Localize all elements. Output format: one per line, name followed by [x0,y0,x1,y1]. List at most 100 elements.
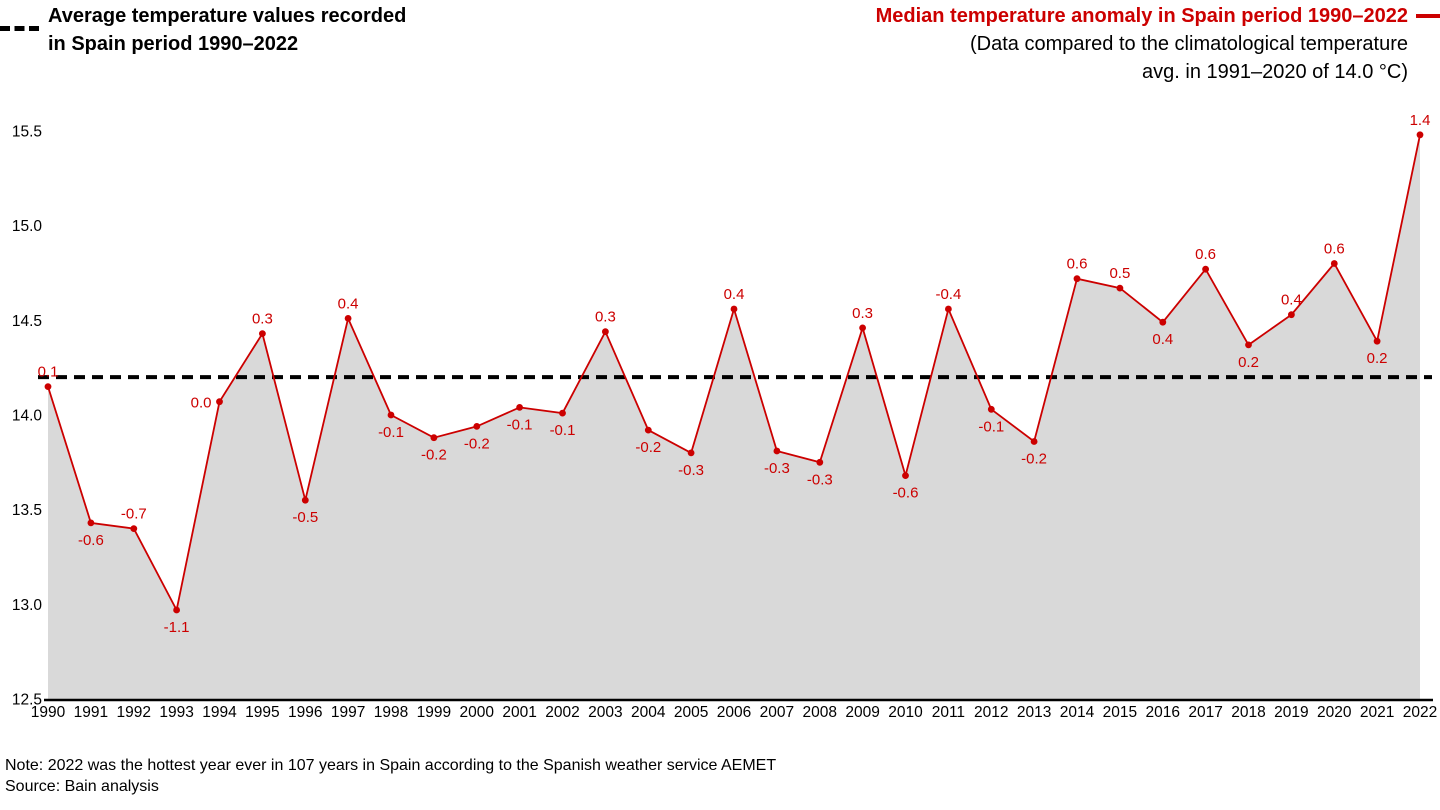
data-point [859,324,866,332]
point-anomaly-label: 0.2 [1367,350,1388,367]
data-point [1073,275,1081,283]
data-point [430,434,438,442]
point-anomaly-label: -0.6 [78,532,104,549]
data-point [559,409,566,417]
x-tick-label: 1991 [74,704,108,721]
data-point [173,606,181,614]
x-tick-label: 2014 [1060,704,1095,721]
x-tick-label: 2022 [1403,704,1437,721]
point-anomaly-label: 0.4 [338,295,359,312]
x-tick-label: 2007 [760,704,794,721]
data-point [1202,265,1209,273]
x-tick-label: 2009 [845,704,879,721]
x-tick-label: 2002 [545,704,579,721]
point-anomaly-label: -0.5 [292,509,318,526]
x-tick-label: 2006 [717,704,751,721]
x-tick-label: 2019 [1274,704,1308,721]
data-point [301,496,309,504]
x-tick-label: 2011 [932,704,965,721]
data-point [1416,131,1424,139]
data-point [602,328,609,336]
y-tick-label: 15.5 [12,124,42,141]
x-tick-label: 1993 [159,704,193,721]
note-text: Note: 2022 was the hottest year ever in … [5,757,777,774]
point-anomaly-label: 0.4 [724,286,745,303]
point-anomaly-label: -1.1 [164,619,190,636]
data-point [1116,284,1124,292]
point-anomaly-label: 0.1 [38,364,59,381]
point-anomaly-label: -0.2 [635,439,661,456]
data-point [1245,341,1252,349]
point-anomaly-label: -0.4 [935,286,961,303]
point-anomaly-label: -0.2 [1021,451,1047,468]
x-tick-label: 2016 [1146,704,1180,721]
x-tick-label: 1997 [331,704,365,721]
x-tick-label: 2021 [1360,704,1394,721]
data-point [87,519,95,527]
right-subtitle-line2: avg. in 1991–2020 of 14.0 °C) [1142,61,1408,83]
x-tick-label: 2015 [1103,704,1137,721]
series-area [48,134,1420,700]
x-tick-label: 2008 [803,704,837,721]
x-tick-label: 2020 [1317,704,1352,721]
point-anomaly-label: 0.3 [852,305,873,322]
point-anomaly-label: 0.3 [252,311,273,328]
point-anomaly-label: 0.6 [1195,246,1216,263]
point-anomaly-label: -0.3 [678,462,704,479]
chart-footnotes: Note: 2022 was the hottest year ever in … [5,755,776,797]
data-point [816,458,824,466]
point-anomaly-label: -0.1 [978,418,1004,435]
point-anomaly-label: -0.2 [464,435,490,452]
data-point [987,405,995,413]
data-point [945,305,952,313]
data-point [387,411,395,419]
x-tick-label: 2001 [502,704,536,721]
point-anomaly-label: 0.6 [1324,241,1345,258]
point-anomaly-label: 0.5 [1109,265,1130,282]
point-anomaly-label: 0.0 [191,395,212,412]
data-point [1159,318,1167,326]
data-point [1030,438,1038,445]
point-anomaly-label: -0.6 [893,485,919,502]
data-point [344,315,352,322]
red-line-legend-marker [1416,14,1440,18]
data-point [644,426,652,434]
data-point [44,383,52,390]
data-point [1288,311,1295,319]
point-anomaly-label: -0.2 [421,447,447,464]
y-tick-label: 12.5 [12,692,42,709]
x-tick-label: 2000 [460,704,495,721]
data-point [259,330,266,337]
point-anomaly-label: 1.4 [1410,112,1431,129]
y-tick-label: 14.5 [12,313,42,330]
right-title: Median temperature anomaly in Spain peri… [875,5,1408,27]
x-tick-label: 2005 [674,704,708,721]
data-point [902,472,909,479]
point-anomaly-label: -0.3 [764,460,790,477]
data-point [216,398,223,406]
source-text: Source: Bain analysis [5,778,159,795]
data-point [687,449,695,457]
x-tick-label: 2012 [974,704,1008,721]
x-tick-label: 2010 [888,704,923,721]
x-tick-label: 2018 [1231,704,1265,721]
data-point [730,305,738,313]
point-anomaly-label: -0.1 [507,416,533,433]
y-tick-label: 13.5 [12,502,42,519]
point-anomaly-label: -0.7 [121,506,147,523]
right-subtitle-line1: (Data compared to the climatological tem… [970,33,1408,55]
point-anomaly-label: 0.6 [1067,256,1088,273]
x-tick-label: 1999 [417,704,451,721]
x-tick-label: 2013 [1017,704,1051,721]
x-tick-label: 1996 [288,704,322,721]
point-anomaly-label: -0.1 [550,422,576,439]
point-anomaly-label: 0.4 [1281,292,1302,309]
dashed-line-legend-marker [0,26,39,31]
point-anomaly-label: -0.3 [807,471,833,488]
x-tick-label: 1990 [31,704,66,721]
left-chart-title: Average temperature values recorded in S… [48,2,406,58]
left-title-line1: Average temperature values recorded [48,5,407,27]
y-tick-label: 14.0 [12,408,43,425]
